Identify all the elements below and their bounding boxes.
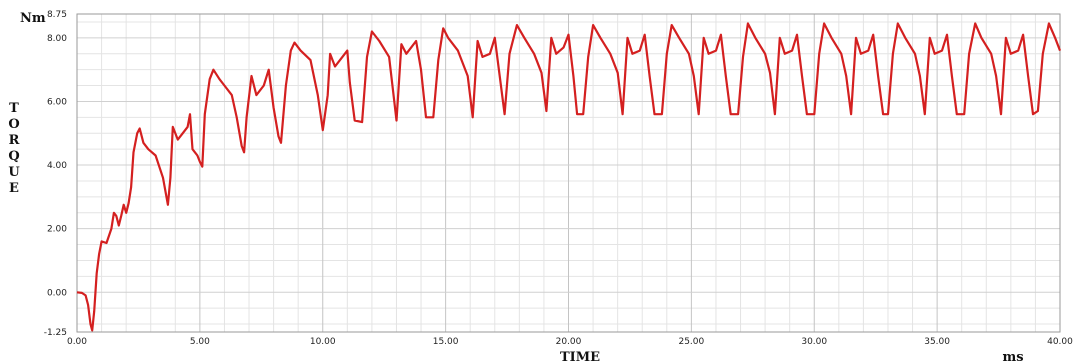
y-tick-label: 2.00: [47, 225, 67, 235]
y-axis-title-letter: T: [9, 101, 19, 116]
y-axis-title-letter: R: [9, 133, 20, 148]
torque-series-line: [76, 22, 1062, 332]
x-tick-label: 40.00: [1047, 337, 1073, 347]
y-axis-title-letter: Q: [8, 149, 19, 164]
x-tick-label: 15.00: [433, 337, 459, 347]
y-axis-unit: Nm: [20, 11, 46, 26]
x-tick-label: 0.00: [67, 337, 87, 347]
x-tick-label: 25.00: [678, 337, 704, 347]
y-axis-title-letter: O: [8, 117, 19, 132]
y-axis-title-letter: U: [8, 165, 20, 180]
y-tick-label: 8.00: [47, 34, 67, 44]
x-tick-label: 5.00: [190, 337, 210, 347]
x-tick-label: 20.00: [556, 337, 582, 347]
y-tick-label: 8.75: [47, 10, 67, 20]
x-tick-label: 30.00: [801, 337, 827, 347]
x-axis-title: TIME: [560, 350, 600, 364]
y-tick-labels: -1.25 0.00 2.00 4.00 6.00 8.00 8.75: [44, 10, 68, 338]
x-axis-unit: ms: [1002, 350, 1023, 364]
y-tick-label: -1.25: [44, 328, 67, 338]
plot-frame: [76, 13, 1061, 333]
y-tick-label: 6.00: [47, 97, 67, 107]
y-axis-title-letter: E: [9, 181, 19, 196]
y-tick-label: 0.00: [47, 288, 67, 298]
x-tick-label: 10.00: [310, 337, 336, 347]
y-tick-label: 4.00: [47, 161, 67, 171]
x-tick-labels: 0.00 5.00 10.00 15.00 20.00 25.00 30.00 35.00 40…: [67, 337, 1073, 347]
x-tick-label: 35.00: [924, 337, 950, 347]
